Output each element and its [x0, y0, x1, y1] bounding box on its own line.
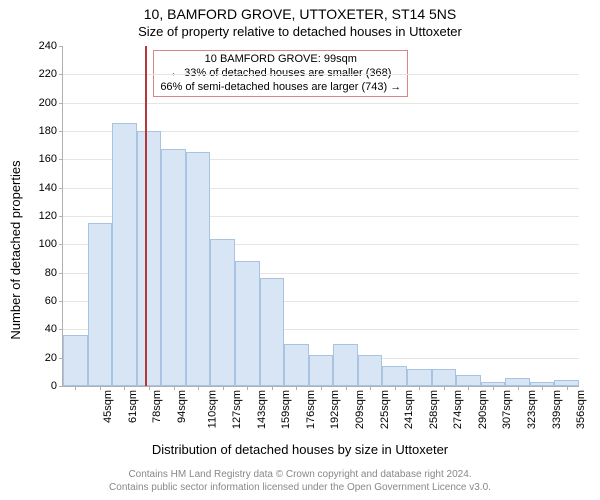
- ytick-mark: [59, 188, 63, 189]
- xtick-mark: [542, 386, 543, 390]
- y-axis-label: Number of detached properties: [8, 71, 23, 250]
- x-axis-label: Distribution of detached houses by size …: [0, 442, 600, 457]
- bar: [235, 261, 260, 386]
- xtick-label: 110sqm: [206, 390, 218, 428]
- bar: [333, 344, 358, 387]
- bar: [210, 239, 235, 386]
- xtick-label: 94sqm: [176, 390, 188, 423]
- xtick-label: 176sqm: [305, 390, 317, 429]
- xtick-label: 61sqm: [127, 390, 139, 423]
- ytick-label: 60: [45, 295, 57, 307]
- xtick-label: 274sqm: [452, 390, 464, 429]
- footer-text: Contains HM Land Registry data © Crown c…: [0, 468, 600, 494]
- footer-line: Contains HM Land Registry data © Crown c…: [0, 468, 600, 481]
- ytick-label: 100: [39, 238, 57, 250]
- xtick-mark: [518, 386, 519, 390]
- ytick-label: 20: [45, 352, 57, 364]
- bar: [112, 123, 137, 387]
- marker-line: [145, 46, 147, 386]
- ytick-label: 40: [45, 323, 57, 335]
- gridline: [63, 103, 579, 104]
- ytick-mark: [59, 273, 63, 274]
- ytick-mark: [59, 159, 63, 160]
- xtick-mark: [124, 386, 125, 390]
- xtick-label: 290sqm: [477, 390, 489, 429]
- bar: [260, 278, 285, 386]
- xtick-mark: [321, 386, 322, 390]
- ytick-label: 140: [39, 182, 57, 194]
- xtick-mark: [370, 386, 371, 390]
- xtick-mark: [567, 386, 568, 390]
- chart-title: 10, BAMFORD GROVE, UTTOXETER, ST14 5NS: [0, 6, 600, 22]
- ytick-label: 160: [39, 153, 57, 165]
- xtick-label: 45sqm: [102, 390, 114, 423]
- bar: [407, 369, 432, 386]
- xtick-mark: [149, 386, 150, 390]
- ytick-mark: [59, 386, 63, 387]
- xtick-label: 307sqm: [502, 390, 514, 429]
- bar: [382, 366, 407, 386]
- xtick-label: 159sqm: [280, 390, 292, 429]
- footer-line: Contains public sector information licen…: [0, 481, 600, 494]
- bar: [186, 152, 211, 386]
- bar: [161, 149, 186, 386]
- xtick-label: 209sqm: [354, 390, 366, 429]
- xtick-label: 339sqm: [551, 390, 563, 429]
- ytick-mark: [59, 216, 63, 217]
- ytick-label: 240: [39, 40, 57, 52]
- xtick-label: 192sqm: [330, 390, 342, 429]
- xtick-mark: [100, 386, 101, 390]
- ytick-mark: [59, 329, 63, 330]
- bar: [505, 378, 530, 387]
- ytick-mark: [59, 74, 63, 75]
- ytick-mark: [59, 244, 63, 245]
- xtick-mark: [272, 386, 273, 390]
- xtick-label: 241sqm: [403, 390, 415, 429]
- xtick-mark: [198, 386, 199, 390]
- xtick-mark: [223, 386, 224, 390]
- xtick-mark: [346, 386, 347, 390]
- xtick-label: 356sqm: [575, 390, 587, 429]
- plot-area: 10 BAMFORD GROVE: 99sqm ← 33% of detache…: [62, 46, 579, 387]
- ytick-mark: [59, 131, 63, 132]
- annotation-line: 10 BAMFORD GROVE: 99sqm: [160, 53, 401, 67]
- annotation-line: 66% of semi-detached houses are larger (…: [160, 81, 401, 95]
- xtick-mark: [468, 386, 469, 390]
- chart-container: { "title": "10, BAMFORD GROVE, UTTOXETER…: [0, 0, 600, 500]
- bar: [63, 335, 88, 386]
- bar: [432, 369, 457, 386]
- bar: [309, 355, 334, 386]
- bar: [137, 131, 162, 386]
- xtick-label: 127sqm: [231, 390, 243, 429]
- bar: [456, 375, 481, 386]
- ytick-mark: [59, 46, 63, 47]
- ytick-label: 0: [51, 380, 57, 392]
- xtick-label: 78sqm: [151, 390, 163, 423]
- chart-subtitle: Size of property relative to detached ho…: [0, 24, 600, 39]
- ytick-mark: [59, 103, 63, 104]
- xtick-mark: [395, 386, 396, 390]
- xtick-label: 323sqm: [526, 390, 538, 429]
- xtick-mark: [174, 386, 175, 390]
- bar: [358, 355, 383, 386]
- bar: [88, 223, 113, 386]
- xtick-mark: [75, 386, 76, 390]
- ytick-label: 220: [39, 68, 57, 80]
- bar: [284, 344, 309, 387]
- ytick-label: 120: [39, 210, 57, 222]
- ytick-label: 200: [39, 97, 57, 109]
- ytick-label: 180: [39, 125, 57, 137]
- xtick-mark: [296, 386, 297, 390]
- xtick-label: 258sqm: [428, 390, 440, 429]
- xtick-mark: [247, 386, 248, 390]
- xtick-mark: [444, 386, 445, 390]
- ytick-mark: [59, 301, 63, 302]
- gridline: [63, 74, 579, 75]
- ytick-label: 80: [45, 267, 57, 279]
- xtick-mark: [493, 386, 494, 390]
- xtick-label: 143sqm: [256, 390, 268, 429]
- xtick-label: 225sqm: [379, 390, 391, 429]
- xtick-mark: [419, 386, 420, 390]
